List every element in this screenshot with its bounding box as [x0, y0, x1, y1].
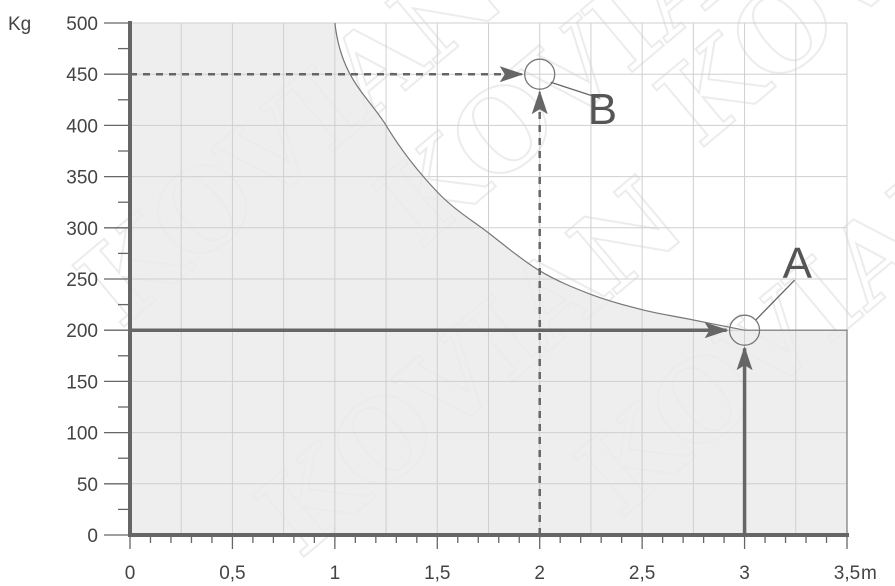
y-tick-label: 100 [66, 424, 98, 445]
y-tick-label: 500 [66, 14, 98, 35]
y-tick-label: 450 [66, 65, 98, 86]
y-tick-label: 0 [87, 526, 98, 547]
y-tick-label: 150 [66, 372, 98, 393]
y-tick-label: 50 [77, 475, 98, 496]
y-unit-label: Kg [8, 14, 31, 35]
x-tick-label: 2,5 [629, 563, 655, 584]
y-tick-label: 200 [66, 321, 98, 342]
point-label-a: A [783, 239, 813, 288]
x-tick-label: 3 [739, 563, 750, 584]
x-tick-label: 0 [125, 563, 136, 584]
x-tick-label: 0,5 [219, 563, 245, 584]
y-tick-label: 400 [66, 116, 98, 137]
x-tick-label: 3,5 [834, 563, 860, 584]
leader-line-a [755, 279, 796, 321]
y-tick-label: 250 [66, 270, 98, 291]
x-tick-label: 1 [330, 563, 341, 584]
x-tick-label: 2 [534, 563, 545, 584]
annotation-guides: AB [130, 58, 813, 535]
leader-line-b [550, 81, 600, 99]
y-tick-label: 350 [66, 168, 98, 189]
point-label-b: B [588, 85, 617, 134]
y-tick-label: 300 [66, 219, 98, 240]
ticks: 0 0,5 1 1,5 2 2,5 3 3,5 0 50 100 150 200 250 300 350 400… [66, 14, 860, 584]
x-unit-label: m [861, 563, 877, 584]
x-tick-label: 1,5 [424, 563, 450, 584]
point-marker-b [524, 58, 556, 90]
capacity-curve [334, 22, 848, 535]
point-marker-a [728, 314, 761, 346]
